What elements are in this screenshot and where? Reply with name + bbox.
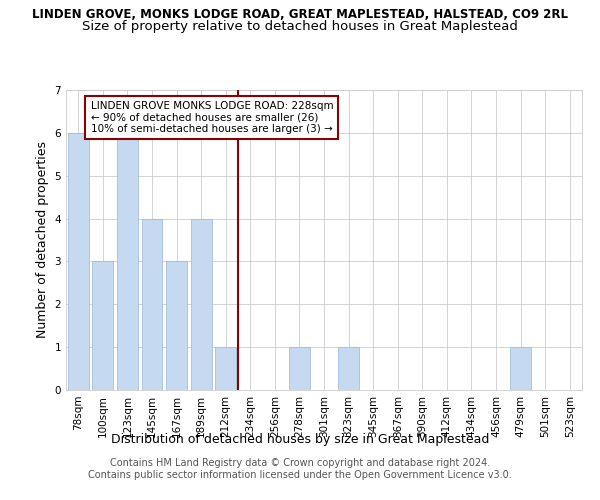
Text: Size of property relative to detached houses in Great Maplestead: Size of property relative to detached ho… bbox=[82, 20, 518, 33]
Text: Distribution of detached houses by size in Great Maplestead: Distribution of detached houses by size … bbox=[111, 432, 489, 446]
Bar bbox=[510, 347, 531, 390]
Text: LINDEN GROVE MONKS LODGE ROAD: 228sqm
← 90% of detached houses are smaller (26)
: LINDEN GROVE MONKS LODGE ROAD: 228sqm ← … bbox=[91, 100, 333, 134]
Bar bbox=[166, 262, 187, 390]
Text: LINDEN GROVE, MONKS LODGE ROAD, GREAT MAPLESTEAD, HALSTEAD, CO9 2RL: LINDEN GROVE, MONKS LODGE ROAD, GREAT MA… bbox=[32, 8, 568, 20]
Bar bbox=[68, 133, 89, 390]
Bar bbox=[191, 218, 212, 390]
Bar bbox=[117, 133, 138, 390]
Bar bbox=[92, 262, 113, 390]
Bar bbox=[142, 218, 163, 390]
Bar bbox=[338, 347, 359, 390]
Text: Contains HM Land Registry data © Crown copyright and database right 2024.
Contai: Contains HM Land Registry data © Crown c… bbox=[88, 458, 512, 480]
Bar bbox=[215, 347, 236, 390]
Bar bbox=[289, 347, 310, 390]
Y-axis label: Number of detached properties: Number of detached properties bbox=[36, 142, 49, 338]
